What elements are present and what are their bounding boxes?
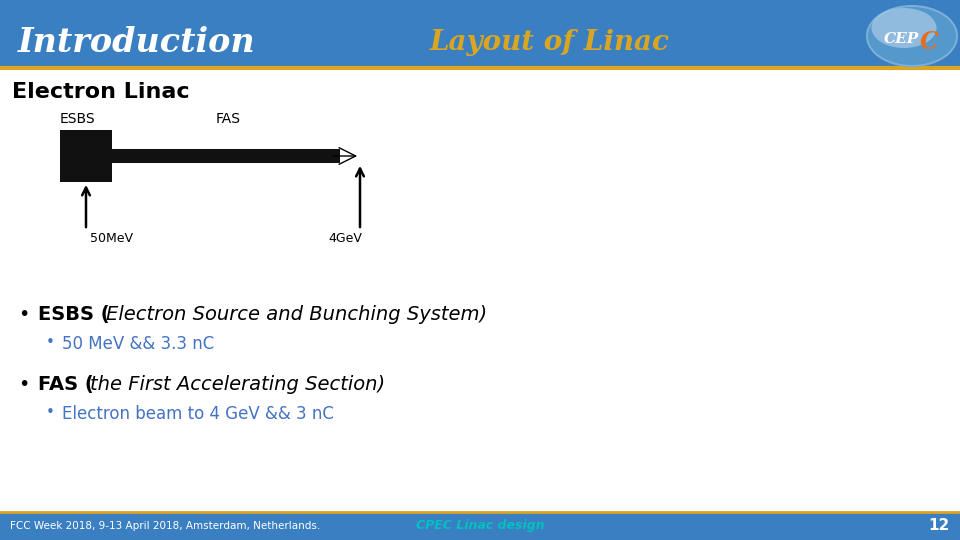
Text: •: • xyxy=(46,405,55,420)
Text: Electron beam to 4 GeV && 3 nC: Electron beam to 4 GeV && 3 nC xyxy=(62,405,334,423)
Text: FAS: FAS xyxy=(216,112,241,126)
Text: the First Accelerating Section): the First Accelerating Section) xyxy=(90,375,385,394)
Text: CPEC Linac design: CPEC Linac design xyxy=(416,519,544,532)
Text: ESBS: ESBS xyxy=(60,112,96,126)
Text: ESBS (: ESBS ( xyxy=(38,305,116,324)
Text: •: • xyxy=(46,335,55,350)
Text: Introduction: Introduction xyxy=(18,25,255,58)
Text: •: • xyxy=(18,375,30,394)
Ellipse shape xyxy=(872,8,937,48)
Ellipse shape xyxy=(867,6,957,66)
Text: CEP: CEP xyxy=(884,32,920,46)
Text: 12: 12 xyxy=(928,518,950,534)
Text: 4GeV: 4GeV xyxy=(328,232,362,245)
Bar xyxy=(0,512,960,540)
Text: 50MeV: 50MeV xyxy=(90,232,133,245)
Bar xyxy=(112,149,340,163)
Text: FCC Week 2018, 9-13 April 2018, Amsterdam, Netherlands.: FCC Week 2018, 9-13 April 2018, Amsterda… xyxy=(10,521,321,531)
Text: 50 MeV && 3.3 nC: 50 MeV && 3.3 nC xyxy=(62,335,214,353)
Bar xyxy=(0,0,960,68)
Text: Layout of Linac: Layout of Linac xyxy=(430,29,670,56)
Text: •: • xyxy=(18,305,30,324)
Text: C: C xyxy=(920,30,938,54)
Text: Electron Linac: Electron Linac xyxy=(12,82,190,102)
Text: Electron Source and Bunching System): Electron Source and Bunching System) xyxy=(106,305,487,324)
Text: FAS (: FAS ( xyxy=(38,375,94,394)
Bar xyxy=(60,130,112,182)
